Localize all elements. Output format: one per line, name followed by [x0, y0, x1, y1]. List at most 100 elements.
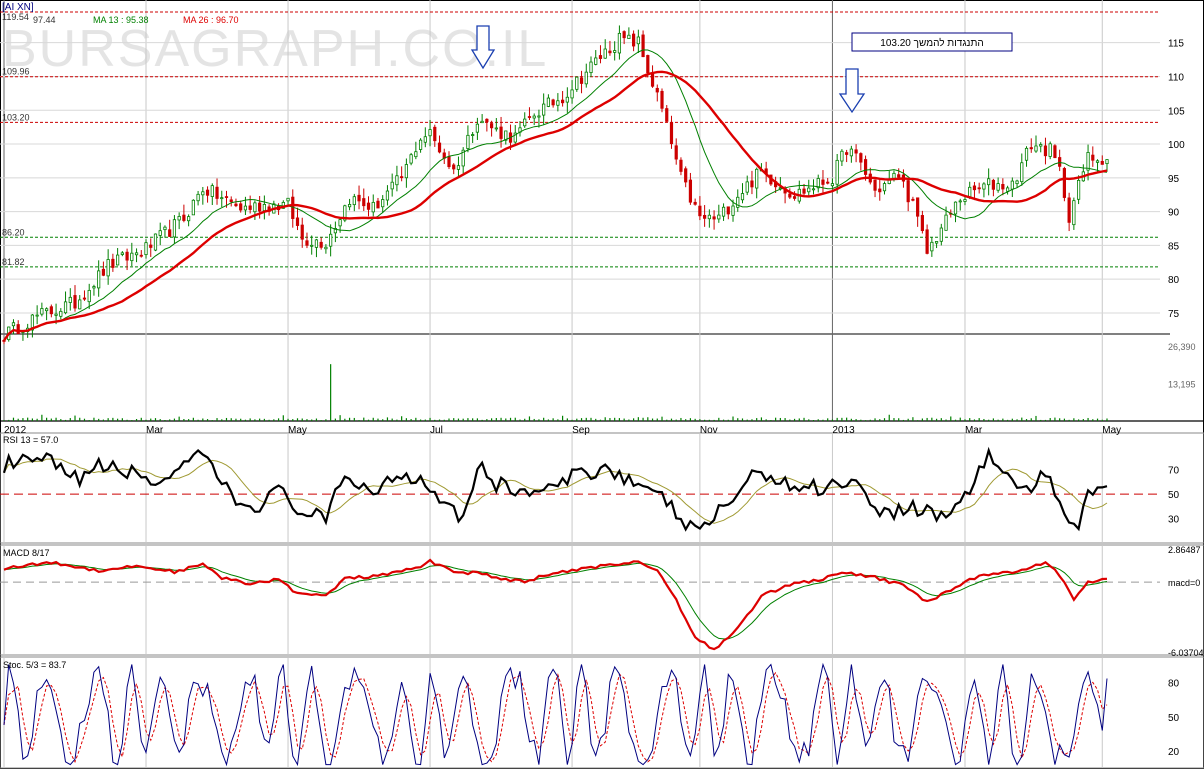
candle-body: [717, 214, 721, 220]
candle-body: [300, 224, 304, 240]
candle-body: [561, 99, 565, 104]
candle-body: [603, 48, 607, 59]
candle-body: [527, 116, 532, 118]
candle-body: [201, 191, 205, 196]
candle-body: [570, 89, 574, 99]
candle-body: [418, 139, 423, 150]
candle-body: [229, 199, 233, 203]
candle-body: [650, 73, 655, 87]
candle-body: [1086, 152, 1090, 171]
candle-body: [911, 198, 915, 201]
candle-body: [371, 201, 375, 213]
candle-body: [523, 118, 527, 127]
candle-body: [1053, 145, 1057, 159]
candle-body: [565, 96, 569, 103]
macd-tick-label: 2.86487: [1168, 545, 1201, 555]
candle-body: [310, 244, 314, 247]
candle-body: [622, 31, 626, 39]
candle-body: [991, 179, 995, 190]
candle-body: [54, 313, 58, 316]
volume-tick-label: 26,390: [1168, 342, 1196, 352]
x-tick-label: May: [288, 425, 307, 436]
price-tick-label: 80: [1168, 275, 1180, 286]
candle-body: [641, 34, 645, 58]
candle-body: [1048, 143, 1052, 157]
candle-body: [863, 159, 868, 175]
candle-body: [324, 246, 328, 250]
resistance-annotation: התנגדות להמשך 103.20: [851, 32, 1013, 52]
last-price-label: 97.44: [33, 15, 56, 25]
candle-body: [423, 136, 427, 143]
stochastic-panel: [3, 662, 1108, 767]
candle-body: [556, 100, 560, 106]
candle-body: [788, 193, 792, 198]
candle-body: [390, 181, 394, 190]
candle-body: [153, 233, 158, 251]
stochastic-tick-label: 20: [1168, 747, 1180, 758]
candle-body: [925, 229, 929, 254]
candle-body: [215, 186, 219, 199]
rsi-line: [2, 446, 1108, 532]
candle-body: [897, 174, 901, 178]
candle-body: [608, 50, 612, 54]
candle-body: [655, 87, 659, 93]
candle-body: [35, 314, 39, 317]
candle-body: [357, 194, 361, 202]
candle-body: [400, 176, 404, 179]
candle-body: [295, 217, 300, 226]
candle-body: [816, 178, 820, 189]
candle-body: [1020, 162, 1024, 183]
candle-body: [826, 181, 830, 184]
candle-body: [721, 206, 726, 217]
volume-tick-label: 13,195: [1168, 380, 1196, 390]
candle-body: [248, 205, 252, 210]
candle-body: [750, 180, 754, 188]
candle-body: [1029, 147, 1033, 150]
candle-body: [660, 90, 664, 109]
ma13-line: [3, 49, 1108, 341]
candle-body: [404, 164, 408, 179]
candle-body: [87, 289, 91, 303]
candle-body: [821, 179, 825, 185]
price-panel: [2, 25, 1109, 345]
candle-body: [352, 196, 356, 206]
candle-body: [688, 179, 693, 203]
candle-body: [1076, 179, 1081, 200]
macd-signal-line: [3, 562, 1108, 640]
rsi-title: RSI 13 = 57.0: [3, 435, 58, 445]
candle-body: [258, 202, 262, 212]
candle-body: [849, 148, 853, 157]
candle-body: [551, 99, 555, 106]
candle-body: [532, 115, 536, 119]
candle-body: [11, 322, 16, 327]
candle-body: [172, 219, 177, 238]
candle-body: [920, 215, 924, 232]
candle-body: [437, 142, 442, 153]
candle-body: [712, 216, 716, 220]
candle-body: [447, 156, 451, 168]
candle-body: [149, 244, 153, 248]
candle-body: [1015, 180, 1019, 185]
candle-body: [617, 32, 622, 54]
candle-body: [958, 200, 962, 203]
candle-body: [333, 228, 337, 234]
price-high-label: 119.54: [2, 12, 29, 22]
x-tick-label: May: [1102, 425, 1121, 436]
candle-body: [111, 258, 115, 268]
candle-body: [740, 193, 745, 201]
ma13-legend: MA 13 : 95.38: [93, 15, 149, 25]
candle-body: [210, 185, 214, 197]
candle-body: [73, 295, 77, 309]
candle-body: [726, 206, 730, 215]
candle-body: [347, 203, 352, 208]
price-tick-label: 95: [1168, 174, 1180, 185]
candle-body: [106, 259, 110, 277]
ma26-legend: MA 26 : 96.70: [183, 15, 239, 25]
candle-body: [1095, 160, 1100, 163]
candle-body: [78, 299, 82, 310]
down-arrow-icon: [470, 25, 496, 70]
candle-body: [253, 202, 257, 213]
price-tick-label: 115: [1168, 39, 1184, 50]
candle-body: [953, 201, 958, 215]
